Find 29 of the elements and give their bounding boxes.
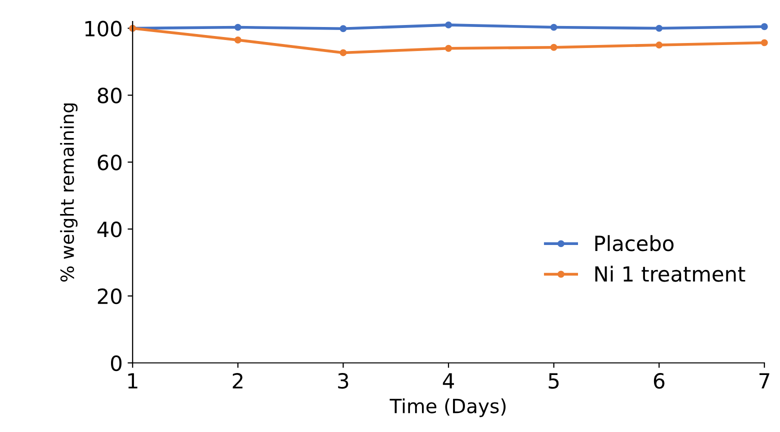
y-tick-label: 80 [98, 88, 122, 104]
point [445, 44, 452, 52]
y-tick-label: 0 [110, 355, 122, 372]
point [550, 24, 558, 31]
y-axis-title: % weight remaining [60, 104, 78, 282]
y-tick-label: 40 [97, 222, 122, 238]
x-tick-label: 3 [338, 372, 348, 389]
point [550, 44, 558, 51]
x-tick-label: 4 [442, 373, 454, 388]
y-tick-label: 100 [85, 20, 122, 37]
point [445, 21, 452, 28]
point [656, 24, 663, 32]
x-tick-label: 7 [759, 373, 770, 388]
legend-label: Ni 1 treatment [595, 266, 746, 282]
x-axis-title: Time (Days) [390, 398, 506, 418]
point [760, 23, 768, 30]
y-tick-label: 60 [98, 154, 122, 170]
x-tick-label: 5 [548, 373, 559, 389]
point [656, 42, 663, 48]
point [340, 25, 347, 32]
point [760, 39, 768, 46]
point [340, 49, 347, 56]
point [234, 24, 242, 31]
x-tick-label: 6 [654, 372, 664, 389]
x-tick-label: 2 [232, 372, 242, 388]
point [234, 36, 242, 44]
x-tick-label: 1 [128, 373, 138, 388]
y-tick-label: 20 [98, 288, 122, 304]
legend-label: Placebo [595, 235, 674, 252]
